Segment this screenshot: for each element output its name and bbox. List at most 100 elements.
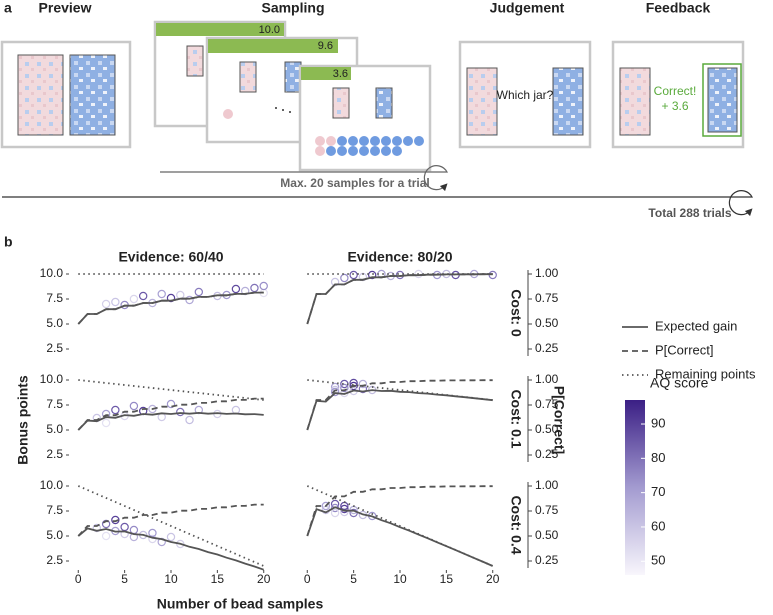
series-line — [307, 379, 493, 401]
participant-point — [340, 383, 349, 393]
y-tick-label: 2.5 — [46, 553, 63, 567]
participant-point — [231, 405, 241, 415]
feedback-card: Correct! + 3.6 — [611, 40, 745, 149]
participant-point — [166, 399, 176, 409]
series-line — [306, 379, 493, 431]
y-tick-label: 7.5 — [46, 291, 63, 305]
y2-tick-label: 0.50 — [535, 422, 559, 436]
x-tick-label: 20 — [486, 572, 500, 586]
participant-point — [367, 270, 377, 280]
participant-point — [111, 297, 120, 307]
y2-tick-label: 0.25 — [535, 341, 559, 355]
series-line — [306, 273, 493, 325]
y2-tick-label: 0.25 — [535, 553, 559, 567]
series-line — [77, 291, 264, 325]
row-strip: Cost: 0 — [508, 289, 524, 337]
row-strip: Cost: 0.4 — [508, 495, 524, 554]
legend-label: Remaining points — [655, 366, 756, 381]
y-tick-label: 2.5 — [46, 341, 63, 355]
y-axis-label: Bonus points — [15, 375, 31, 465]
x-tick-label: 0 — [75, 572, 82, 586]
participant-point — [185, 295, 194, 305]
legend-label: Expected gain — [655, 318, 737, 333]
participant-point — [166, 532, 176, 542]
y2-tick-label: 0.50 — [535, 528, 559, 542]
y2-tick-label: 1.00 — [535, 266, 559, 280]
participant-point — [330, 508, 340, 518]
y-tick-label: 2.5 — [46, 447, 63, 461]
feedback-bonus: + 3.6 — [661, 99, 688, 113]
participant-point — [111, 515, 120, 525]
y2-tick-label: 1.00 — [535, 372, 559, 386]
colorbar-title: AQ score — [650, 375, 709, 391]
x-tick-label: 5 — [121, 572, 128, 586]
colorbar-tick-label: 60 — [651, 518, 665, 533]
total-loop — [2, 190, 754, 217]
series-line — [306, 273, 493, 325]
x-axis-label: Number of bead samples — [157, 596, 324, 612]
participant-point — [194, 287, 204, 297]
y2-tick-label: 0.75 — [535, 291, 559, 305]
participant-point — [358, 379, 368, 389]
colorbar — [625, 400, 645, 575]
trial-limit: Max. 20 samples for a trial — [280, 176, 429, 190]
x-tick-label: 0 — [304, 572, 311, 586]
y-tick-label: 5.0 — [46, 422, 63, 436]
participant-point — [250, 283, 259, 293]
series-line — [77, 411, 264, 431]
participant-point — [185, 415, 194, 425]
judgement-prompt: Which jar? — [497, 88, 554, 102]
x-tick-label: 5 — [350, 572, 357, 586]
participant-point — [157, 289, 166, 299]
colorbar-tick-label: 50 — [651, 553, 665, 568]
judgement-card: Which jar? — [458, 40, 592, 149]
participant-point — [176, 290, 185, 300]
x-tick-label: 20 — [257, 572, 271, 586]
panel-label: a — [4, 0, 12, 16]
column-title: Evidence: 80/20 — [347, 249, 452, 265]
bonus-counter: 3.6 — [333, 68, 348, 80]
column-title: Evidence: 60/40 — [118, 249, 223, 265]
participant-point — [349, 270, 358, 280]
participant-point — [101, 418, 111, 428]
participant-point — [414, 269, 423, 279]
series-line — [77, 397, 264, 431]
participant-point — [148, 528, 157, 538]
feedback-result: Correct! — [654, 84, 697, 98]
participant-point — [101, 299, 111, 309]
series-line — [306, 485, 493, 537]
participant-point — [129, 401, 139, 411]
participant-point — [340, 273, 349, 283]
participant-point — [129, 294, 139, 304]
series-line — [306, 506, 494, 567]
panel-label: b — [4, 234, 13, 250]
sampling-card: 3.6 — [298, 64, 432, 172]
series-line — [77, 485, 265, 567]
y-tick-label: 10.0 — [40, 372, 64, 386]
y-tick-label: 7.5 — [46, 397, 63, 411]
y2-tick-label: 1.00 — [535, 478, 559, 492]
series-line — [78, 379, 264, 401]
participant-point — [340, 507, 349, 517]
stage-title: Sampling — [261, 0, 324, 16]
participant-point — [231, 284, 241, 294]
stage-title: Feedback — [646, 0, 711, 16]
y2-tick-label: 0.75 — [535, 397, 559, 411]
colorbar-tick-label: 90 — [651, 415, 665, 430]
participant-point — [321, 501, 331, 511]
x-tick-label: 15 — [440, 572, 454, 586]
participant-point — [101, 531, 111, 541]
y2-tick-label: 0.75 — [535, 503, 559, 517]
y2-tick-label: 0.25 — [535, 447, 559, 461]
stage-title: Preview — [39, 0, 92, 16]
participant-point — [330, 387, 340, 397]
y2-axis-label: P[Correct] — [551, 386, 567, 454]
legend-label: P[Correct] — [655, 342, 714, 357]
y-tick-label: 5.0 — [46, 528, 63, 542]
participant-point — [259, 281, 268, 291]
y-tick-label: 5.0 — [46, 316, 63, 330]
bonus-counter: 9.6 — [318, 40, 333, 52]
participant-point — [138, 291, 148, 301]
preview-card — [0, 40, 132, 149]
